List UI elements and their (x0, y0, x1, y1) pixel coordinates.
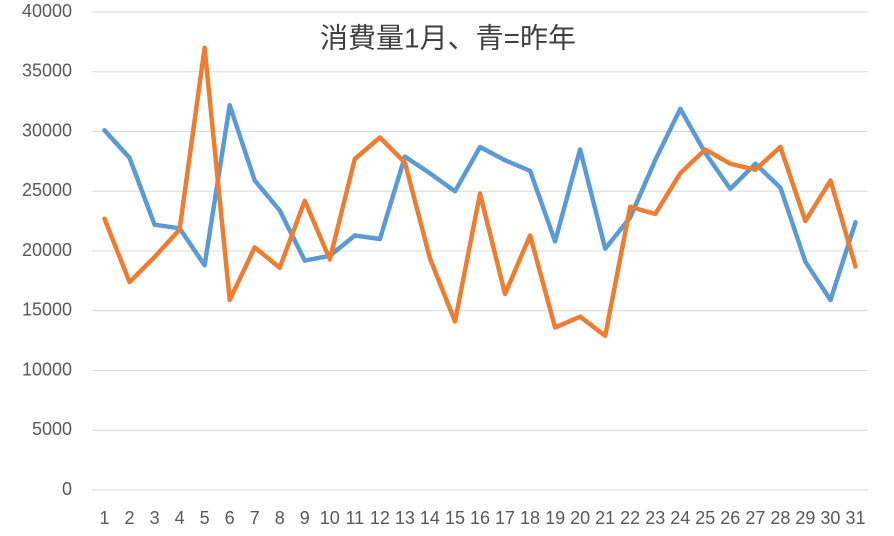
x-tick-label: 9 (300, 508, 310, 528)
x-tick-label: 6 (225, 508, 235, 528)
x-tick-label: 28 (770, 508, 790, 528)
x-tick-label: 25 (695, 508, 715, 528)
y-tick-label: 35000 (22, 61, 72, 81)
x-tick-label: 18 (520, 508, 540, 528)
x-tick-label: 19 (545, 508, 565, 528)
x-tick-label: 30 (820, 508, 840, 528)
x-tick-label: 27 (745, 508, 765, 528)
x-tick-label: 22 (620, 508, 640, 528)
x-tick-label: 15 (445, 508, 465, 528)
y-tick-label: 5000 (32, 419, 72, 439)
x-tick-label: 26 (720, 508, 740, 528)
x-tick-label: 2 (125, 508, 135, 528)
x-tick-label: 17 (495, 508, 515, 528)
x-tick-label: 5 (200, 508, 210, 528)
y-tick-label: 40000 (22, 1, 72, 21)
x-tick-label: 4 (175, 508, 185, 528)
x-tick-label: 21 (595, 508, 615, 528)
x-tick-label: 16 (470, 508, 490, 528)
x-tick-label: 13 (395, 508, 415, 528)
y-tick-label: 30000 (22, 120, 72, 140)
x-tick-label: 7 (250, 508, 260, 528)
series-line (102, 45, 858, 339)
chart-title: 消費量1月、青=昨年 (320, 22, 576, 53)
x-tick-label: 24 (670, 508, 690, 528)
x-tick-label: 31 (845, 508, 865, 528)
x-tick-label: 20 (570, 508, 590, 528)
x-tick-label: 1 (100, 508, 110, 528)
y-tick-label: 20000 (22, 240, 72, 260)
y-tick-label: 10000 (22, 359, 72, 379)
x-tick-label: 8 (275, 508, 285, 528)
x-tick-label: 29 (795, 508, 815, 528)
x-tick-label: 12 (370, 508, 390, 528)
x-tick-label: 11 (345, 508, 364, 528)
x-tick-label: 10 (320, 508, 340, 528)
y-tick-label: 0 (62, 479, 72, 499)
y-tick-label: 25000 (22, 180, 72, 200)
y-tick-label: 15000 (22, 300, 72, 320)
x-tick-label: 14 (420, 508, 440, 528)
series-line (102, 102, 858, 303)
x-tick-label: 23 (645, 508, 665, 528)
x-tick-label: 3 (150, 508, 160, 528)
plot: 0 5000 10000 15000 20000 25000 30000 35000 40000… (22, 1, 868, 528)
